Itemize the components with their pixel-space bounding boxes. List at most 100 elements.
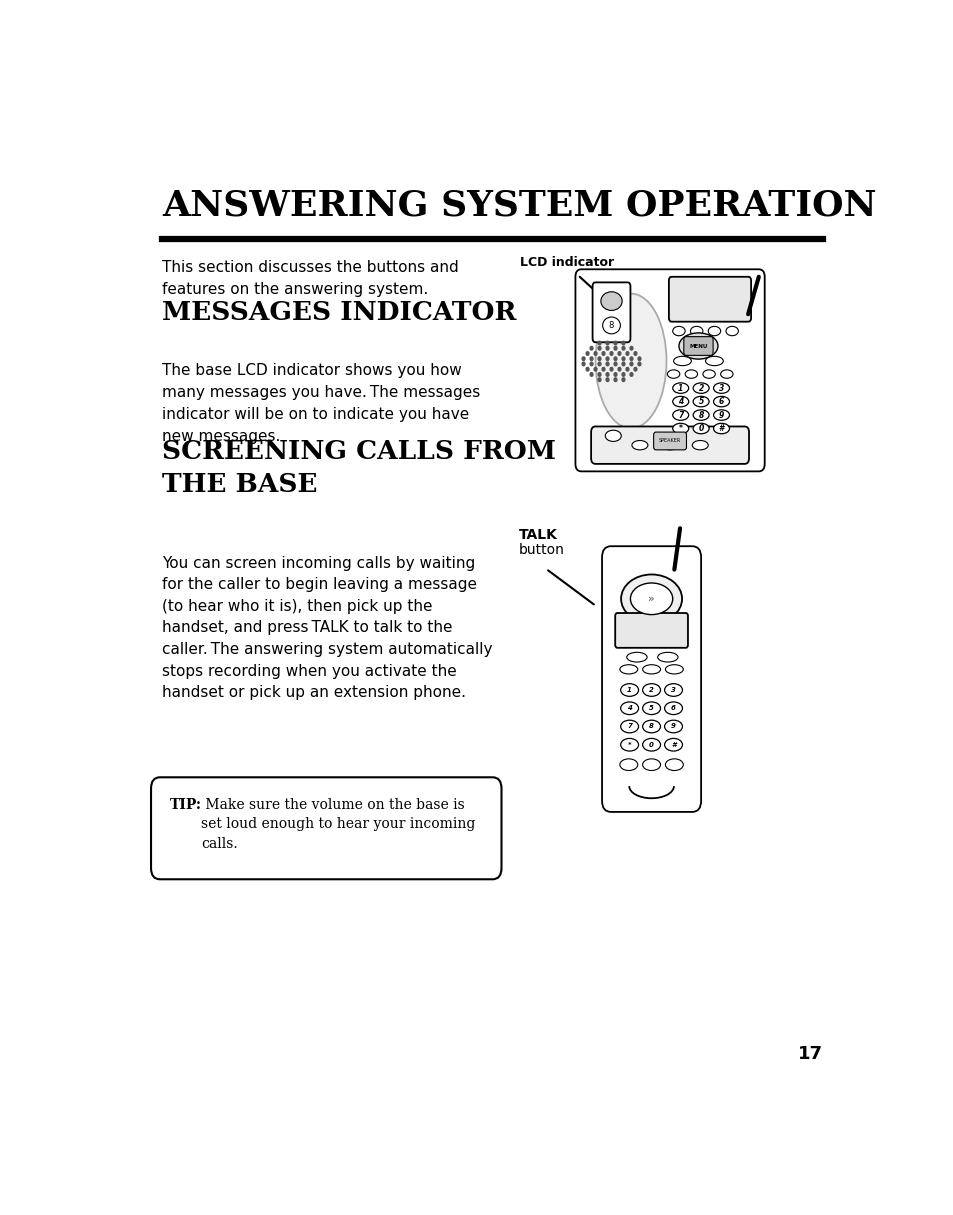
Circle shape (601, 351, 604, 355)
Text: 3: 3 (670, 686, 676, 693)
Text: 1: 1 (678, 384, 682, 392)
Ellipse shape (672, 383, 688, 394)
Ellipse shape (620, 575, 681, 623)
Ellipse shape (664, 739, 681, 751)
Circle shape (621, 357, 624, 361)
Circle shape (598, 346, 600, 350)
Ellipse shape (664, 720, 681, 733)
Ellipse shape (620, 720, 638, 733)
Text: LCD indicator: LCD indicator (519, 256, 614, 270)
Ellipse shape (713, 396, 729, 407)
Text: button: button (518, 543, 564, 558)
Text: The base LCD indicator shows you how
many messages you have. The messages
indica: The base LCD indicator shows you how man… (162, 363, 480, 445)
Ellipse shape (684, 369, 697, 378)
Text: 8: 8 (698, 411, 703, 419)
Ellipse shape (693, 423, 708, 434)
Ellipse shape (693, 383, 708, 394)
Circle shape (581, 357, 584, 361)
Circle shape (629, 362, 632, 366)
Text: 7: 7 (626, 723, 632, 729)
Ellipse shape (630, 583, 672, 615)
Circle shape (585, 367, 588, 371)
Ellipse shape (664, 702, 681, 714)
Text: You can screen incoming calls by waiting
for the caller to begin leaving a messa: You can screen incoming calls by waiting… (162, 555, 492, 700)
Text: 4: 4 (678, 397, 682, 406)
Circle shape (638, 357, 640, 361)
Ellipse shape (693, 396, 708, 407)
Text: SPEAKER: SPEAKER (659, 439, 680, 443)
Ellipse shape (642, 665, 659, 674)
Ellipse shape (672, 396, 688, 407)
Ellipse shape (619, 759, 638, 770)
Ellipse shape (713, 423, 729, 434)
FancyBboxPatch shape (592, 282, 630, 343)
Ellipse shape (672, 327, 684, 335)
Circle shape (621, 341, 624, 345)
Ellipse shape (642, 702, 659, 714)
Ellipse shape (619, 665, 638, 674)
Circle shape (598, 357, 600, 361)
Circle shape (598, 341, 600, 345)
Text: 9: 9 (719, 411, 723, 419)
Ellipse shape (631, 441, 647, 450)
Circle shape (638, 362, 640, 366)
Text: TIP:: TIP: (170, 798, 202, 812)
Text: A​NSWERING S​YSTEM O​PERATION: A​NSWERING S​YSTEM O​PERATION (162, 188, 876, 222)
Ellipse shape (595, 294, 666, 429)
Circle shape (601, 367, 604, 371)
Text: TALK: TALK (518, 527, 557, 542)
Text: 3: 3 (719, 384, 723, 392)
FancyBboxPatch shape (683, 337, 712, 355)
FancyBboxPatch shape (151, 778, 501, 880)
Text: 1: 1 (626, 686, 632, 693)
Ellipse shape (690, 327, 702, 335)
Text: 0: 0 (698, 424, 703, 433)
Circle shape (614, 373, 617, 377)
Ellipse shape (642, 684, 659, 696)
Circle shape (629, 373, 632, 377)
Text: 0: 0 (648, 741, 654, 747)
Ellipse shape (672, 423, 688, 434)
Circle shape (581, 362, 584, 366)
Text: 6: 6 (670, 705, 676, 711)
Circle shape (629, 357, 632, 361)
Circle shape (621, 378, 624, 382)
Circle shape (590, 346, 593, 350)
Ellipse shape (667, 369, 679, 378)
Text: »: » (647, 594, 655, 604)
Circle shape (618, 351, 620, 355)
Text: 8: 8 (608, 321, 614, 330)
Circle shape (585, 351, 588, 355)
Ellipse shape (620, 702, 638, 714)
Text: 7: 7 (678, 411, 682, 419)
FancyBboxPatch shape (668, 277, 750, 322)
Text: 2: 2 (648, 686, 654, 693)
Ellipse shape (664, 665, 682, 674)
Text: This section discusses the buttons and
features on the answering system.: This section discusses the buttons and f… (162, 260, 458, 296)
Text: Make sure the volume on the base is
set loud enough to hear your incoming
calls.: Make sure the volume on the base is set … (201, 798, 476, 850)
FancyBboxPatch shape (601, 547, 700, 812)
Circle shape (605, 341, 608, 345)
Ellipse shape (713, 383, 729, 394)
Text: #: # (670, 741, 676, 747)
Text: 5: 5 (698, 397, 703, 406)
Text: 17: 17 (798, 1045, 822, 1063)
Ellipse shape (602, 317, 619, 334)
Circle shape (614, 357, 617, 361)
Circle shape (605, 362, 608, 366)
Circle shape (614, 341, 617, 345)
Circle shape (590, 362, 593, 366)
Circle shape (634, 367, 637, 371)
Ellipse shape (626, 652, 646, 662)
Ellipse shape (661, 441, 678, 450)
Circle shape (590, 357, 593, 361)
Ellipse shape (693, 409, 708, 420)
Circle shape (614, 346, 617, 350)
Circle shape (618, 367, 620, 371)
Text: M​ESSAGES I​NDICATOR: M​ESSAGES I​NDICATOR (162, 300, 516, 326)
Text: #: # (719, 424, 723, 433)
Circle shape (598, 373, 600, 377)
Circle shape (629, 346, 632, 350)
Ellipse shape (673, 356, 691, 366)
Circle shape (634, 351, 637, 355)
